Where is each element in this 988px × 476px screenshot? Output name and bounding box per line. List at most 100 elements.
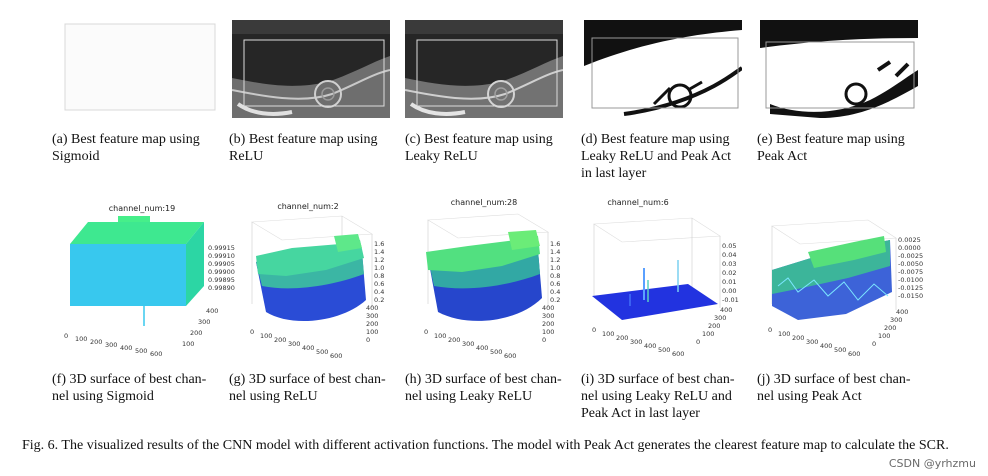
svg-text:0.2: 0.2 — [550, 296, 560, 304]
svg-text:400: 400 — [720, 306, 732, 314]
svg-text:0.00: 0.00 — [722, 287, 736, 295]
surface-leaky-relu-peak-act: channel_num:6 0.05 0.04 0.03 0.02 0.01 0… — [580, 196, 752, 366]
svg-text:600: 600 — [330, 352, 342, 360]
feature-map-peak-act — [760, 18, 918, 118]
svg-text:300: 300 — [288, 340, 300, 348]
svg-text:0: 0 — [366, 336, 370, 344]
caption-f: (f) 3D surface of best chan- nel using S… — [52, 372, 207, 404]
caption-j: (j) 3D surface of best chan- nel using P… — [757, 372, 911, 404]
surface-title: channel_num:2 — [277, 202, 338, 211]
svg-text:400: 400 — [896, 308, 908, 316]
svg-text:1.2: 1.2 — [550, 256, 560, 264]
feature-map-leaky-relu-peak-act — [584, 18, 742, 118]
y-axis-ticks: 0 100 200 300 400 — [366, 304, 378, 344]
svg-text:0.99915: 0.99915 — [208, 244, 235, 252]
svg-text:100: 100 — [602, 330, 614, 338]
svg-text:200: 200 — [884, 324, 896, 332]
svg-text:300: 300 — [198, 318, 210, 326]
z-axis-ticks: 1.6 1.4 1.2 1.0 0.8 0.6 0.4 0.2 — [374, 240, 384, 304]
svg-text:0: 0 — [592, 326, 596, 334]
svg-text:0.2: 0.2 — [374, 296, 384, 304]
svg-text:1.2: 1.2 — [374, 256, 384, 264]
svg-text:200: 200 — [448, 336, 460, 344]
surface-title: channel_num:19 — [109, 204, 175, 213]
caption-i: (i) 3D surface of best chan- nel using L… — [581, 372, 735, 421]
svg-text:-0.0050: -0.0050 — [898, 260, 923, 268]
feature-map-leaky-relu — [405, 18, 563, 118]
svg-text:0: 0 — [424, 328, 428, 336]
svg-text:200: 200 — [542, 320, 554, 328]
svg-text:0.99905: 0.99905 — [208, 260, 235, 268]
surface-relu: channel_num:2 1.6 1.4 1.2 1.0 0.8 0.6 0.… — [222, 196, 394, 366]
surface-peak-act: 0.0025 0.0000 -0.0025 -0.0050 -0.0075 -0… — [758, 196, 930, 366]
x-axis-ticks: 0 100 200 300 400 500 600 — [424, 328, 516, 360]
svg-text:0.02: 0.02 — [722, 269, 736, 277]
svg-text:500: 500 — [834, 346, 846, 354]
caption-h: (h) 3D surface of best chan- nel using L… — [405, 372, 562, 404]
svg-text:1.4: 1.4 — [550, 248, 560, 256]
svg-text:-0.0100: -0.0100 — [898, 276, 923, 284]
z-axis-ticks: 0.99915 0.99910 0.99905 0.99900 0.99895 … — [208, 244, 235, 292]
svg-text:0.0025: 0.0025 — [898, 236, 921, 244]
surface-leaky-relu: channel_num:28 1.6 1.4 1.2 1.0 0.8 0.6 0… — [398, 196, 570, 366]
x-axis-ticks: 0 100 200 300 400 500 600 — [592, 326, 684, 358]
svg-text:100: 100 — [702, 330, 714, 338]
svg-text:400: 400 — [820, 342, 832, 350]
svg-text:0.4: 0.4 — [374, 288, 384, 296]
svg-text:400: 400 — [206, 307, 218, 315]
svg-text:200: 200 — [792, 334, 804, 342]
svg-text:400: 400 — [476, 344, 488, 352]
svg-text:200: 200 — [616, 334, 628, 342]
svg-text:0.6: 0.6 — [374, 280, 384, 288]
svg-text:400: 400 — [644, 342, 656, 350]
svg-text:0: 0 — [64, 332, 68, 340]
svg-text:0: 0 — [696, 338, 700, 346]
svg-text:1.6: 1.6 — [374, 240, 384, 248]
feature-map-relu — [232, 18, 390, 118]
svg-text:-0.01: -0.01 — [722, 296, 739, 304]
caption-c: (c) Best feature map using Leaky ReLU — [405, 132, 553, 164]
y-axis-ticks: 0 100 200 300 400 — [696, 306, 732, 346]
svg-text:100: 100 — [182, 340, 194, 348]
svg-text:600: 600 — [504, 352, 516, 360]
svg-text:0.8: 0.8 — [550, 272, 560, 280]
caption-e: (e) Best feature map using Peak Act — [757, 132, 905, 164]
svg-text:500: 500 — [490, 348, 502, 356]
y-axis-ticks: 0 100 200 300 400 — [542, 304, 554, 344]
svg-text:1.6: 1.6 — [550, 240, 560, 248]
svg-text:-0.0150: -0.0150 — [898, 292, 923, 300]
watermark: CSDN @yrhzmu — [888, 457, 976, 470]
surface-sigmoid: channel_num:19 0.99915 0.99910 0.99905 0… — [58, 196, 235, 366]
svg-text:100: 100 — [542, 328, 554, 336]
svg-text:600: 600 — [672, 350, 684, 358]
caption-a: (a) Best feature map using Sigmoid — [52, 132, 200, 164]
svg-text:600: 600 — [848, 350, 860, 358]
svg-text:200: 200 — [190, 329, 202, 337]
svg-text:100: 100 — [434, 332, 446, 340]
svg-text:400: 400 — [120, 344, 132, 352]
svg-text:300: 300 — [462, 340, 474, 348]
svg-text:400: 400 — [542, 304, 554, 312]
svg-text:500: 500 — [658, 346, 670, 354]
x-axis-ticks: 0 100 200 300 400 500 600 — [64, 332, 162, 358]
svg-text:300: 300 — [630, 338, 642, 346]
svg-text:100: 100 — [878, 332, 890, 340]
svg-text:200: 200 — [274, 336, 286, 344]
svg-text:300: 300 — [366, 312, 378, 320]
svg-text:500: 500 — [316, 348, 328, 356]
svg-text:300: 300 — [105, 341, 117, 349]
svg-text:1.0: 1.0 — [550, 264, 560, 272]
svg-text:0: 0 — [250, 328, 254, 336]
svg-text:100: 100 — [260, 332, 272, 340]
svg-text:0: 0 — [542, 336, 546, 344]
z-axis-ticks: 0.0025 0.0000 -0.0025 -0.0050 -0.0075 -0… — [898, 236, 923, 300]
svg-text:0.99900: 0.99900 — [208, 268, 235, 276]
svg-text:0.04: 0.04 — [722, 251, 736, 259]
svg-text:600: 600 — [150, 350, 162, 358]
svg-text:0.99895: 0.99895 — [208, 276, 235, 284]
svg-text:0.03: 0.03 — [722, 260, 736, 268]
svg-text:100: 100 — [75, 335, 87, 343]
svg-text:-0.0025: -0.0025 — [898, 252, 923, 260]
z-axis-ticks: 0.05 0.04 0.03 0.02 0.01 0.00 -0.01 — [722, 242, 739, 304]
x-axis-ticks: 0 100 200 300 400 500 600 — [250, 328, 342, 360]
